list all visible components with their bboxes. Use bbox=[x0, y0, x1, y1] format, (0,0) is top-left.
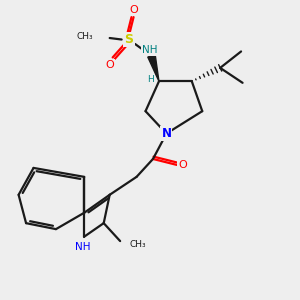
Text: O: O bbox=[105, 60, 114, 70]
Text: O: O bbox=[129, 5, 138, 15]
Text: H: H bbox=[147, 75, 153, 84]
Text: O: O bbox=[178, 160, 187, 170]
Polygon shape bbox=[148, 55, 159, 81]
Text: NH: NH bbox=[142, 45, 158, 55]
Text: S: S bbox=[124, 33, 134, 46]
Text: CH₃: CH₃ bbox=[129, 240, 146, 249]
Text: N: N bbox=[161, 127, 171, 140]
Text: CH₃: CH₃ bbox=[76, 32, 93, 41]
Text: NH: NH bbox=[75, 242, 91, 252]
